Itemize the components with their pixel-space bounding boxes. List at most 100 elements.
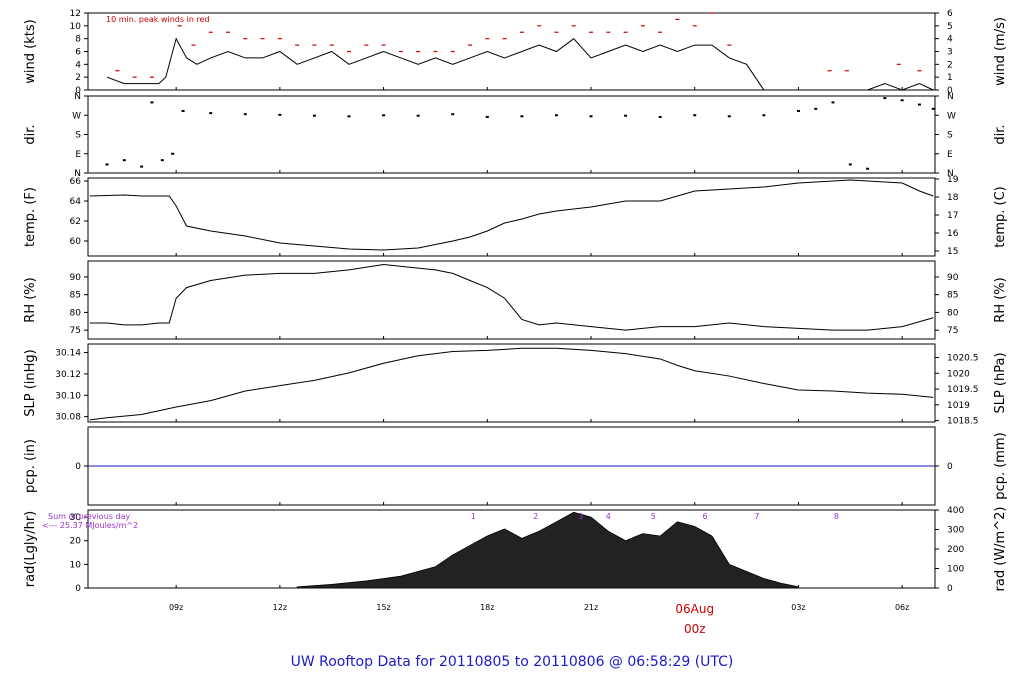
x-tick-label: 12z	[273, 603, 287, 612]
y-axis-label-left: SLP (inHg)	[23, 349, 38, 417]
y-tick-label-left: 0	[75, 462, 81, 472]
direction-point	[122, 159, 126, 162]
y-axis-label-right: wind (m/s)	[993, 17, 1008, 86]
y-tick-label-right: 400	[947, 506, 964, 516]
y-tick-label-left: 30.08	[55, 413, 81, 423]
y-axis-label-right: dir.	[993, 124, 1008, 144]
y-tick-label-left: 64	[70, 197, 82, 207]
y-tick-label-left: 75	[70, 326, 81, 336]
direction-point	[451, 113, 455, 116]
y-axis-label-right: rad (W/m^2)	[993, 507, 1008, 592]
y-tick-label-left: N	[74, 92, 81, 102]
direction-point	[814, 107, 818, 110]
y-tick-label-right: 85	[947, 291, 958, 301]
humidity-line	[89, 264, 934, 331]
direction-point	[140, 165, 144, 168]
direction-point	[900, 99, 904, 102]
y-tick-label-left: 8	[75, 35, 81, 45]
y-tick-label-right: 75	[947, 326, 958, 336]
rad-sum-label: Sum of previous day	[48, 512, 130, 521]
y-tick-label-left: 66	[70, 177, 82, 187]
y-tick-label-right: 18	[947, 193, 959, 203]
y-tick-label-left: 6	[75, 48, 81, 58]
y-tick-label-left: 30.12	[55, 370, 81, 380]
y-tick-label-right: 17	[947, 211, 958, 221]
y-tick-label-right: 1019	[947, 401, 970, 411]
hour-marker: 5	[651, 512, 656, 521]
y-tick-label-right: 100	[947, 565, 964, 575]
y-axis-label-left: RH (%)	[23, 277, 38, 322]
panel-frame	[87, 95, 936, 174]
y-axis-label-left: pcp. (in)	[23, 439, 38, 493]
y-tick-label-right: 4	[947, 35, 953, 45]
direction-point	[848, 163, 852, 166]
y-tick-label-right: 2	[947, 60, 953, 70]
direction-point	[831, 101, 835, 104]
y-tick-label-right: 1020	[947, 369, 970, 379]
y-axis-label-right: pcp. (mm)	[993, 432, 1008, 499]
y-tick-label-right: 16	[947, 229, 959, 239]
direction-point	[485, 115, 489, 118]
y-tick-label-right: 90	[947, 273, 959, 283]
y-tick-label-left: W	[72, 111, 81, 121]
direction-point	[589, 115, 593, 118]
y-tick-label-left: E	[75, 150, 81, 160]
x-axis: 09z 12z 15z 18z 21z 03z 06z	[169, 603, 909, 612]
y-tick-label-left: 2	[75, 73, 81, 83]
chart-title: UW Rooftop Data for 20110805 to 20110806…	[291, 654, 734, 670]
y-axis-label-left: rad(Lgly/hr)	[23, 511, 38, 587]
y-tick-label-left: 20	[70, 537, 82, 547]
direction-point	[278, 113, 282, 116]
y-tick-label-left: 90	[70, 273, 82, 283]
y-tick-label-right: 1020.5	[947, 354, 979, 364]
direction-point	[105, 163, 109, 166]
panel-temp: 60 62 64 66 15 16 17 18 19 temp. (F) temp. (C)	[23, 175, 1008, 257]
y-tick-label-right: 3	[947, 48, 953, 58]
y-tick-label-right: 1018.5	[947, 417, 979, 427]
hour-marker: 7	[754, 512, 759, 521]
panel-frame	[87, 12, 936, 91]
panel-rh: 75 80 85 90 75 80 85 90 RH (%) RH (%)	[23, 260, 1008, 340]
y-tick-label-right: 200	[947, 545, 964, 555]
direction-point	[554, 114, 558, 117]
temperature-line	[89, 179, 934, 251]
direction-point	[727, 115, 731, 118]
hour-marker: 1	[471, 512, 476, 521]
date-marker-hour: 00z	[684, 622, 706, 636]
y-tick-label-left: 30	[70, 513, 82, 523]
y-tick-label-left: N	[74, 169, 81, 179]
panel-slp: 30.08 30.10 30.12 30.14 1018.5 1019 1019.5 1020…	[23, 343, 1008, 427]
y-tick-label-right: 300	[947, 526, 964, 536]
y-tick-label-right: 19	[947, 175, 959, 185]
y-tick-label-left: 0	[75, 86, 81, 96]
y-axis-label-right: temp. (C)	[993, 186, 1008, 248]
direction-point	[243, 113, 247, 116]
y-tick-label-left: 80	[70, 308, 82, 318]
direction-point	[917, 103, 921, 106]
y-tick-label-left: S	[75, 131, 81, 141]
direction-point	[171, 152, 175, 155]
y-tick-label-right: W	[947, 111, 956, 121]
direction-point	[416, 114, 420, 117]
direction-point	[931, 107, 935, 110]
panel-frame	[87, 260, 936, 340]
hour-marker: 2	[533, 512, 538, 521]
hour-marker: 8	[834, 512, 839, 521]
y-axis-label-right: SLP (hPa)	[993, 352, 1008, 413]
panel-frame	[87, 343, 936, 423]
panel-frame	[87, 177, 936, 257]
y-tick-label-left: 60	[70, 237, 82, 247]
x-tick-label: 09z	[169, 603, 183, 612]
y-tick-label-left: 62	[70, 217, 81, 227]
direction-point	[520, 115, 524, 118]
peak-wind-annotation: 10 min. peak winds in red	[106, 15, 210, 24]
y-tick-label-left: 30.10	[55, 391, 81, 401]
x-tick-label: 06z	[895, 603, 909, 612]
direction-point	[209, 112, 213, 115]
direction-point	[762, 114, 766, 117]
y-tick-label-right: 15	[947, 247, 958, 257]
